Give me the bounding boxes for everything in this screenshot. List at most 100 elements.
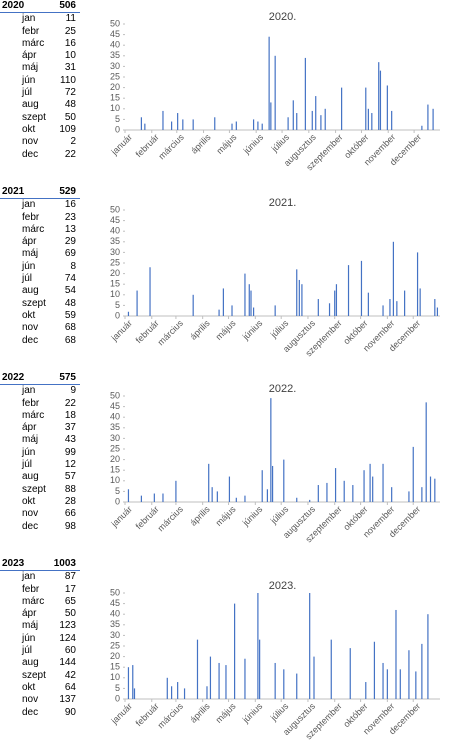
bar xyxy=(231,305,233,316)
bar xyxy=(330,639,332,699)
count: 66 xyxy=(64,508,76,520)
table-row: márc 16 xyxy=(0,38,80,50)
month: nov xyxy=(22,694,39,706)
table-header: 2020 506 xyxy=(0,0,80,14)
month: máj xyxy=(22,620,39,632)
count: 50 xyxy=(64,111,76,123)
x-tick-label: május xyxy=(214,504,238,528)
bar xyxy=(434,299,436,316)
y-tick-label: 25 xyxy=(110,257,120,267)
bar xyxy=(140,117,142,130)
bar xyxy=(427,614,429,699)
month: márc xyxy=(22,223,45,235)
bar xyxy=(429,476,432,502)
x-tick-label: január xyxy=(109,701,134,726)
year-table: 2020 506 jan 11 febr 25 márc 16 ápr 10 máj 31 jún 110… xyxy=(0,0,80,161)
bar xyxy=(408,491,410,502)
bar xyxy=(140,495,142,502)
month: ápr xyxy=(22,608,37,620)
y-tick-label: 0 xyxy=(115,124,120,134)
table-row: febr 25 xyxy=(0,26,80,38)
bar xyxy=(206,686,208,699)
bar xyxy=(252,307,255,316)
x-tick-label: január xyxy=(109,132,134,157)
month: febr xyxy=(22,211,40,223)
total: 1003 xyxy=(53,558,76,569)
bar xyxy=(209,656,212,699)
bar xyxy=(127,667,130,699)
bar xyxy=(296,113,298,130)
y-tick-label: 45 xyxy=(110,215,120,225)
x-tick-label: július xyxy=(268,701,291,724)
y-tick-label: 10 xyxy=(110,103,120,113)
table-header: 2022 575 xyxy=(0,372,80,386)
y-tick-label: 35 xyxy=(110,422,120,432)
y-tick-label: 20 xyxy=(110,82,120,92)
count: 50 xyxy=(64,608,76,620)
bar xyxy=(365,87,367,130)
table-row: okt 59 xyxy=(0,310,80,322)
bar xyxy=(177,682,179,699)
count: 87 xyxy=(64,571,76,583)
bar xyxy=(386,85,388,130)
bar xyxy=(268,36,270,130)
x-tick-label: április xyxy=(188,504,212,528)
bar xyxy=(244,658,246,699)
bar xyxy=(261,470,263,502)
bar xyxy=(182,119,184,130)
y-tick-label: 15 xyxy=(110,279,120,289)
x-tick-label: március xyxy=(156,701,186,731)
x-tick-label: május xyxy=(214,318,238,342)
bar xyxy=(127,489,130,502)
count: 25 xyxy=(64,25,76,37)
y-tick-label: 0 xyxy=(115,693,120,703)
table-row: máj 123 xyxy=(0,620,80,632)
bar xyxy=(434,478,436,502)
month: szept xyxy=(22,669,46,681)
table-row: jan 16 xyxy=(0,199,80,211)
count: 137 xyxy=(59,694,76,706)
month: okt xyxy=(22,495,36,507)
bar xyxy=(296,269,298,316)
y-tick-label: 40 xyxy=(110,226,120,236)
bar xyxy=(392,241,394,316)
x-tick-label: július xyxy=(269,132,292,155)
table-header: 2023 1003 xyxy=(0,558,80,572)
month: dec xyxy=(22,334,39,346)
month: febr xyxy=(22,25,40,37)
table-row: júl 12 xyxy=(0,459,80,471)
bar xyxy=(257,121,259,130)
bar xyxy=(252,119,255,130)
count: 124 xyxy=(59,632,76,644)
month: márc xyxy=(22,595,45,607)
month: nov xyxy=(22,322,39,334)
bar xyxy=(214,117,216,130)
bar xyxy=(371,113,373,130)
bar xyxy=(360,260,363,316)
bar xyxy=(175,480,177,502)
count: 98 xyxy=(64,520,76,532)
total: 529 xyxy=(59,186,76,197)
bar xyxy=(335,284,338,316)
table-row: jún 110 xyxy=(0,75,80,87)
y-tick-label: 15 xyxy=(110,93,120,103)
table-row: nov 68 xyxy=(0,322,80,334)
bar xyxy=(372,476,374,502)
table-row: júl 74 xyxy=(0,273,80,285)
bar xyxy=(211,487,213,502)
y-tick-label: 50 xyxy=(110,390,120,400)
count: 68 xyxy=(64,334,76,346)
bar xyxy=(369,463,371,502)
table-row: aug 144 xyxy=(0,657,80,669)
table-row: jan 87 xyxy=(0,571,80,583)
bar xyxy=(132,665,134,699)
count: 13 xyxy=(64,223,76,235)
table-row: okt 64 xyxy=(0,682,80,694)
month: jún xyxy=(22,74,36,86)
month: máj xyxy=(22,434,39,446)
month: nov xyxy=(22,508,39,520)
bar xyxy=(396,301,398,316)
table-row: dec 68 xyxy=(0,335,80,347)
y-tick-label: 50 xyxy=(110,204,120,214)
bar xyxy=(425,402,427,502)
